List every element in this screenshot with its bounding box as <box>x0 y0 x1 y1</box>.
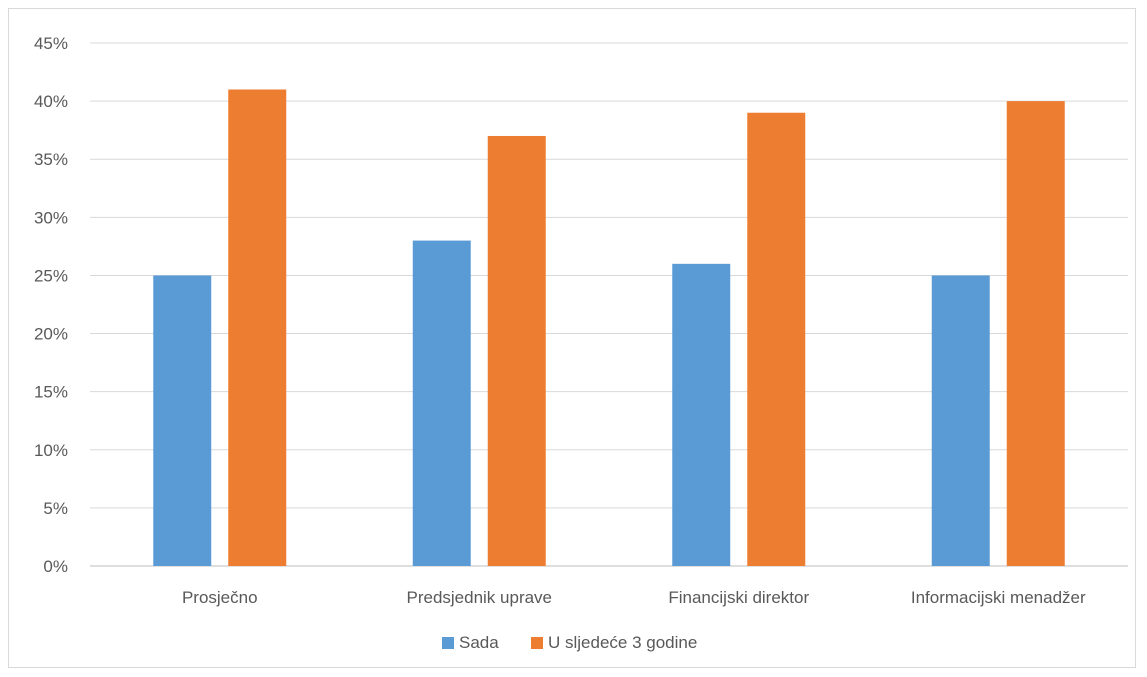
x-axis-category-labels: Prosječno Predsjednik uprave Financijski d… <box>182 588 1086 607</box>
bar-sada <box>672 263 731 566</box>
y-tick-label: 30% <box>34 208 68 227</box>
y-tick-label: 20% <box>34 325 68 344</box>
bar-sljedece-3-godine <box>487 135 546 566</box>
bar-sljedece-3-godine <box>747 112 806 566</box>
bar-sada <box>153 275 212 566</box>
legend-label: U sljedeće 3 godine <box>548 633 697 652</box>
x-category-label: Prosječno <box>182 588 258 607</box>
y-tick-label: 10% <box>34 441 68 460</box>
y-tick-label: 15% <box>34 383 68 402</box>
y-tick-label: 25% <box>34 266 68 285</box>
bar-sada <box>931 275 990 566</box>
legend: Sada U sljedeće 3 godine <box>442 633 697 652</box>
y-tick-label: 5% <box>43 499 68 518</box>
x-category-label: Informacijski menadžer <box>911 588 1086 607</box>
y-tick-label: 35% <box>34 150 68 169</box>
legend-swatch <box>531 637 543 649</box>
y-tick-label: 45% <box>34 34 68 53</box>
legend-swatch <box>442 637 454 649</box>
x-category-label: Predsjednik uprave <box>406 588 552 607</box>
y-axis-tick-labels: 0% 5% 10% 15% 20% 25% 30% 35% 40% 45% <box>34 34 68 576</box>
y-tick-label: 0% <box>43 557 68 576</box>
bar-sljedece-3-godine <box>228 89 287 566</box>
bar-sljedece-3-godine <box>1006 101 1065 566</box>
x-category-label: Financijski direktor <box>668 588 809 607</box>
legend-label: Sada <box>459 633 499 652</box>
bars <box>153 89 1065 567</box>
bar-sada <box>412 240 471 567</box>
y-tick-label: 40% <box>34 92 68 111</box>
